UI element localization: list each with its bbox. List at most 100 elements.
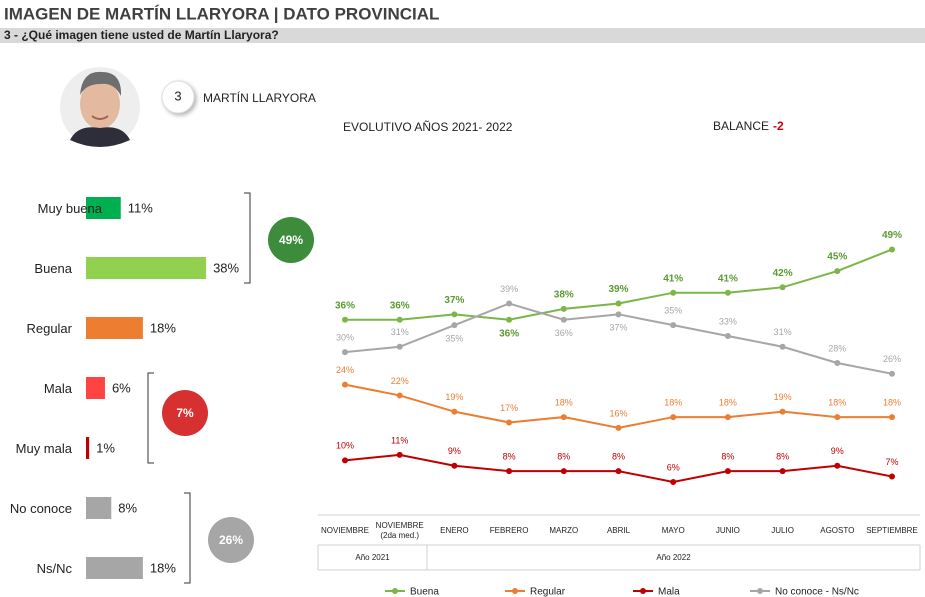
series-point [560, 414, 567, 421]
series-point [889, 246, 895, 253]
group-bracket [147, 372, 154, 464]
bar-category: Muy mala [15, 440, 72, 456]
series-point [779, 284, 786, 291]
data-label: 38% [554, 290, 574, 301]
series-point [342, 381, 348, 388]
group-bracket [244, 192, 251, 284]
x-tick-label: SEPTIEMBRE [866, 526, 918, 535]
series-point [779, 408, 786, 415]
candidate-name: MARTÍN LLARYORA [203, 90, 316, 105]
group-total-label: 26% [219, 533, 243, 547]
series-point [834, 268, 841, 275]
series-point [670, 322, 677, 329]
data-label: 45% [827, 252, 847, 263]
data-label: 24% [336, 365, 354, 375]
data-label: 36% [335, 300, 355, 311]
data-label: 41% [663, 273, 683, 284]
legend-swatch-dot [392, 588, 398, 594]
series-point [670, 414, 677, 421]
x-tick-label: MAYO [661, 526, 685, 535]
bar [86, 497, 112, 519]
data-label: 18% [664, 397, 682, 407]
series-point [396, 316, 403, 323]
series-point [779, 343, 786, 350]
series-point [889, 414, 895, 421]
series-point [724, 289, 731, 296]
series-point [560, 468, 567, 475]
bar-category: No conoce [9, 500, 72, 516]
data-label: 8% [503, 452, 516, 462]
group-total [162, 390, 208, 436]
series-point [615, 424, 622, 431]
x-tick-label: ABRIL [606, 526, 631, 535]
series-point [342, 349, 348, 356]
data-label: 8% [557, 452, 570, 462]
data-label: 35% [664, 306, 682, 316]
data-label: 18% [883, 397, 901, 407]
bar [86, 377, 105, 399]
data-label: 18% [828, 397, 846, 407]
data-label: 26% [883, 354, 901, 364]
bar-category: Mala [43, 380, 72, 396]
series-point [451, 408, 458, 415]
series-point [506, 419, 513, 426]
data-label: 36% [390, 300, 410, 311]
series-point [560, 316, 567, 323]
data-label: 28% [828, 343, 846, 353]
series-point [724, 332, 731, 339]
data-label: 41% [718, 273, 738, 284]
data-label: 8% [612, 452, 625, 462]
legend-swatch-dot [757, 588, 763, 594]
bar-category: Muy buena [37, 200, 102, 216]
data-label: 8% [776, 452, 789, 462]
bar-value-label: 1% [96, 440, 115, 455]
data-label: 18% [555, 397, 573, 407]
x-tick-label: JULIO [771, 526, 794, 535]
data-label: 8% [721, 452, 734, 462]
subtitle-band [0, 28, 925, 43]
balance: BALANCE -2 [713, 119, 784, 133]
series-point [615, 468, 622, 475]
series-point [889, 370, 895, 377]
legend-label: Mala [658, 587, 680, 597]
group-total-label: 7% [176, 406, 194, 420]
line-chart-title: EVOLUTIVO AÑOS 2021- 2022 [343, 120, 513, 134]
group-total-label: 49% [279, 233, 303, 247]
series-point [451, 311, 458, 318]
data-label: 19% [445, 392, 463, 402]
group-total [208, 517, 254, 563]
bar-category: Ns/Nc [36, 560, 72, 576]
data-label: 39% [608, 284, 628, 295]
data-label: 31% [391, 327, 409, 337]
x-tick-label: FEBRERO [489, 526, 529, 535]
series-point [451, 462, 458, 469]
group-total [268, 217, 314, 263]
candidate-badge [161, 80, 195, 114]
data-label: 6% [667, 462, 680, 472]
series-point [342, 316, 348, 323]
x-group-label: Año 2021 [355, 553, 390, 562]
bar [86, 257, 207, 279]
data-label: 37% [444, 295, 464, 306]
bar [86, 197, 121, 219]
legend-swatch-dot [640, 588, 646, 594]
series-point [396, 392, 403, 399]
series-point [889, 473, 895, 480]
data-label: 18% [719, 397, 737, 407]
x-tick-label: AGOSTO [820, 526, 855, 535]
bar-category: Buena [34, 260, 72, 276]
group-bracket [184, 492, 191, 584]
series-point [396, 451, 403, 458]
series-point [451, 322, 458, 329]
series-point [396, 343, 403, 350]
series-point [615, 300, 622, 307]
data-label: 30% [336, 333, 354, 343]
page-title: IMAGEN DE MARTÍN LLARYORA | DATO PROVINC… [4, 4, 439, 23]
data-label: 49% [882, 230, 902, 241]
bar [86, 557, 143, 579]
series-point [834, 359, 841, 366]
x-tick-label: NOVIEMBRE [320, 526, 369, 535]
balance-value: -2 [773, 119, 784, 133]
data-label: 42% [773, 268, 793, 279]
